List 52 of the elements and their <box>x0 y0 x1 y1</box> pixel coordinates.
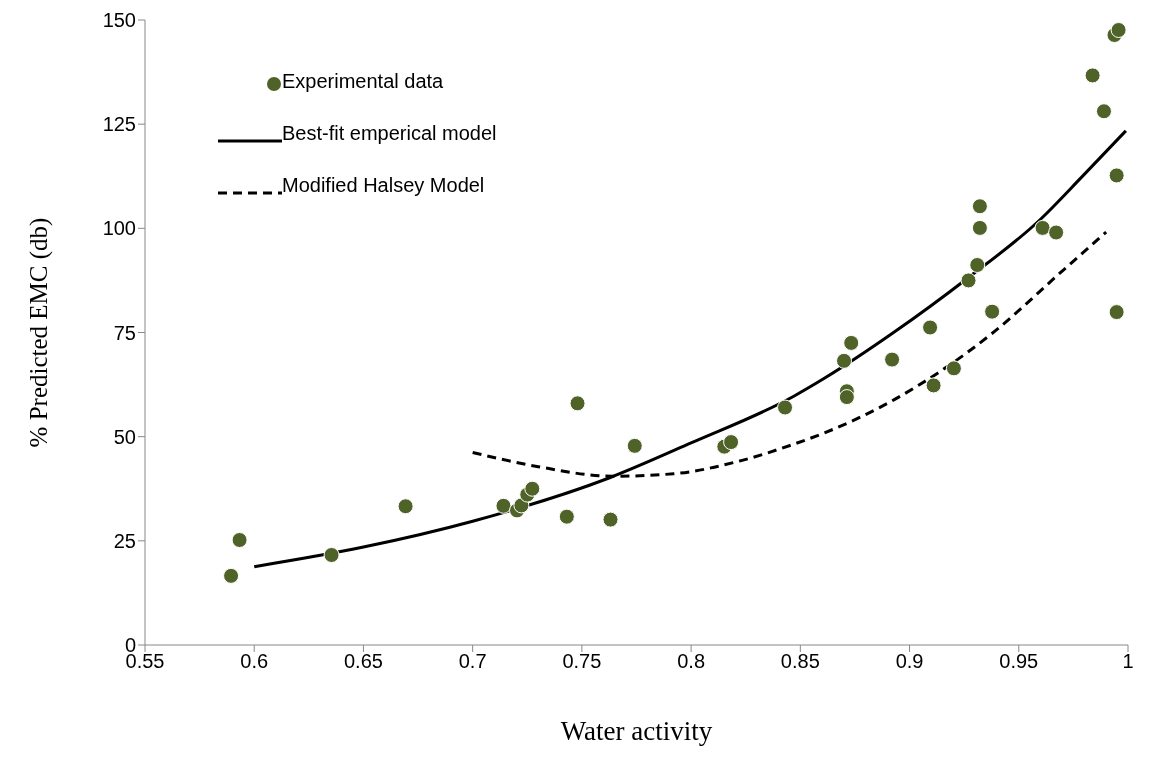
point <box>777 399 794 416</box>
legend-label: Experimental data <box>282 70 444 92</box>
y-tick-label: 75 <box>113 321 136 344</box>
point <box>836 352 853 369</box>
point <box>922 319 939 336</box>
point <box>1110 22 1127 38</box>
y-tick-label: 150 <box>102 9 136 32</box>
x-tick-label: 0.95 <box>999 650 1039 673</box>
point <box>1048 224 1065 241</box>
point <box>960 272 977 289</box>
point <box>1095 103 1112 120</box>
point <box>223 567 240 584</box>
point <box>1084 67 1101 84</box>
x-tick-label: 0.85 <box>780 650 820 673</box>
point <box>838 389 855 406</box>
point <box>569 395 586 412</box>
x-tick-label: 0.7 <box>458 650 487 673</box>
point <box>1034 219 1051 236</box>
point <box>231 532 248 548</box>
point <box>323 547 340 563</box>
point <box>969 257 986 273</box>
point <box>1108 167 1125 184</box>
x-axis-title: Water activity <box>560 716 713 746</box>
y-tick-label: 25 <box>113 529 136 552</box>
x-tick-label: 0.65 <box>343 650 383 673</box>
point <box>884 351 901 368</box>
y-axis-title: % Predicted EMC (db) <box>24 217 53 448</box>
point <box>971 219 988 236</box>
point <box>945 360 962 377</box>
point <box>524 480 541 497</box>
x-tick-label: 0.9 <box>895 650 924 673</box>
point <box>971 198 988 215</box>
y-tick-label: 50 <box>113 425 136 448</box>
point <box>925 377 942 394</box>
point <box>397 498 414 515</box>
y-tick-label: 100 <box>102 217 136 240</box>
x-tick-label: 0.8 <box>677 650 706 673</box>
point <box>984 303 1001 320</box>
line-series <box>471 230 1108 478</box>
legend-label: Best-fit emperical model <box>282 122 497 144</box>
point <box>626 437 643 454</box>
point <box>843 334 860 351</box>
legend-label: Modified Halsey Model <box>282 174 485 196</box>
point <box>495 497 512 514</box>
point <box>558 508 575 525</box>
point <box>1108 304 1125 321</box>
x-tick-label: 0.6 <box>240 650 269 673</box>
x-tick-label: 0.75 <box>562 650 602 673</box>
y-tick-label: 125 <box>102 113 136 136</box>
point <box>723 434 740 451</box>
x-tick-label: 1 <box>1122 650 1134 673</box>
point <box>602 511 619 528</box>
